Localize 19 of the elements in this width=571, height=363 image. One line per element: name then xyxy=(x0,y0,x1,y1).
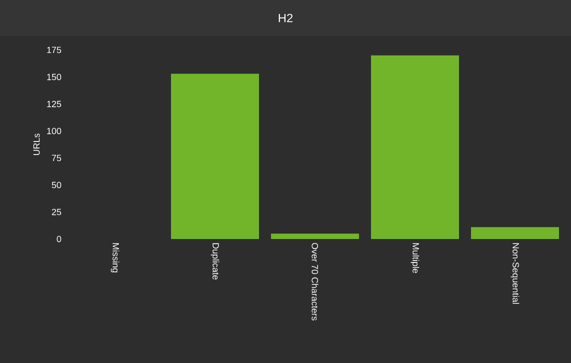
x-tick-label: Missing xyxy=(110,243,120,272)
y-tick-label: 100 xyxy=(47,128,62,134)
x-tick-label: Duplicate xyxy=(210,243,220,280)
y-tick-label: 0 xyxy=(56,236,62,242)
bar xyxy=(271,234,359,239)
y-tick-label: 175 xyxy=(47,46,62,54)
x-tick-label: Non-Sequential xyxy=(510,243,520,304)
y-tick-label: 50 xyxy=(52,182,62,188)
x-tick-label: Multiple xyxy=(410,243,420,274)
y-tick-label: 150 xyxy=(47,74,62,80)
y-tick-label: 25 xyxy=(52,208,62,216)
y-axis-title: URLs xyxy=(33,134,40,156)
bar xyxy=(471,227,559,239)
chart-title: H2 xyxy=(278,14,293,22)
bar xyxy=(171,74,259,239)
y-tick-label: 125 xyxy=(47,100,62,108)
x-tick-label: Over 70 Characters xyxy=(312,242,318,320)
y-tick-label: 75 xyxy=(52,154,62,162)
bar xyxy=(371,55,459,239)
